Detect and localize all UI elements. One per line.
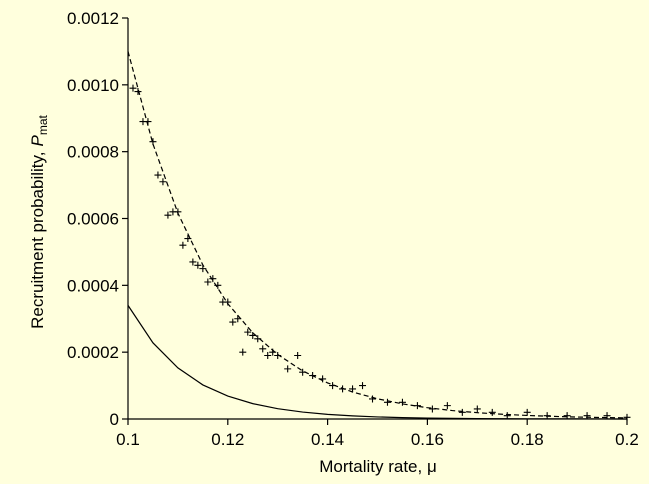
y-tick-label: 0.0012 [67, 9, 119, 28]
data-point [174, 208, 182, 216]
y-tick-label: 0.0008 [67, 143, 119, 162]
data-point [319, 375, 327, 383]
data-point [623, 413, 631, 421]
y-axis-label-subscript: mat [36, 115, 50, 136]
data-point [254, 335, 262, 343]
data-point [543, 412, 551, 420]
data-point [309, 372, 317, 380]
x-tick-label: 0.12 [211, 430, 244, 449]
data-point [294, 352, 302, 360]
data-point [269, 348, 277, 356]
data-point [214, 281, 222, 289]
data-point [179, 241, 187, 249]
data-point [154, 171, 162, 179]
model-line [127, 305, 628, 420]
x-tick-label: 0.14 [311, 430, 344, 449]
fit-line [127, 51, 628, 419]
data-point [428, 405, 436, 413]
x-tick-label: 0.18 [511, 430, 544, 449]
y-axis-label-text: Recruitment probability, [28, 152, 47, 329]
data-point [299, 368, 307, 376]
data-point [209, 275, 217, 283]
data-point [413, 402, 421, 410]
y-tick-label: 0 [110, 410, 119, 429]
data-point [164, 211, 172, 219]
data-point [583, 412, 591, 420]
data-point [134, 88, 142, 96]
data-point [194, 261, 202, 269]
x-tick-label: 0.16 [411, 430, 444, 449]
data-point [244, 328, 252, 336]
data-point [473, 405, 481, 413]
y-tick-label: 0.0002 [67, 343, 119, 362]
data-point [234, 315, 242, 323]
data-point [488, 408, 496, 416]
data-point [199, 265, 207, 273]
y-tick-label: 0.0010 [67, 76, 119, 95]
data-point [503, 412, 511, 420]
data-point [359, 382, 367, 390]
data-point [204, 278, 212, 286]
x-tick-label: 0.2 [615, 430, 639, 449]
data-point [349, 385, 357, 393]
data-point [383, 398, 391, 406]
data-point [339, 385, 347, 393]
data-point [398, 398, 406, 406]
data-point [224, 298, 232, 306]
data-point [159, 178, 167, 186]
data-point [369, 395, 377, 403]
y-tick-label: 0.0004 [67, 276, 119, 295]
y-tick-label: 0.0006 [67, 210, 119, 229]
data-point [458, 408, 466, 416]
data-point [284, 365, 292, 373]
data-point [443, 402, 451, 410]
data-point [523, 408, 531, 416]
data-point [184, 235, 192, 243]
data-point [249, 331, 257, 339]
data-point [144, 118, 152, 126]
y-axis-label: Recruitment probability, Pmat [28, 115, 50, 329]
data-point [264, 352, 272, 360]
data-point [563, 412, 571, 420]
x-axis-label: Mortality rate, μ [319, 457, 437, 476]
data-point [229, 318, 237, 326]
data-point [189, 258, 197, 266]
data-point [129, 84, 137, 92]
data-point [329, 382, 337, 390]
data-point [603, 412, 611, 420]
data-point [149, 138, 157, 146]
x-tick-label: 0.1 [116, 430, 140, 449]
data-point [274, 352, 282, 360]
data-point [259, 345, 267, 353]
y-axis-label-symbol: P [28, 135, 47, 147]
data-point [239, 348, 247, 356]
